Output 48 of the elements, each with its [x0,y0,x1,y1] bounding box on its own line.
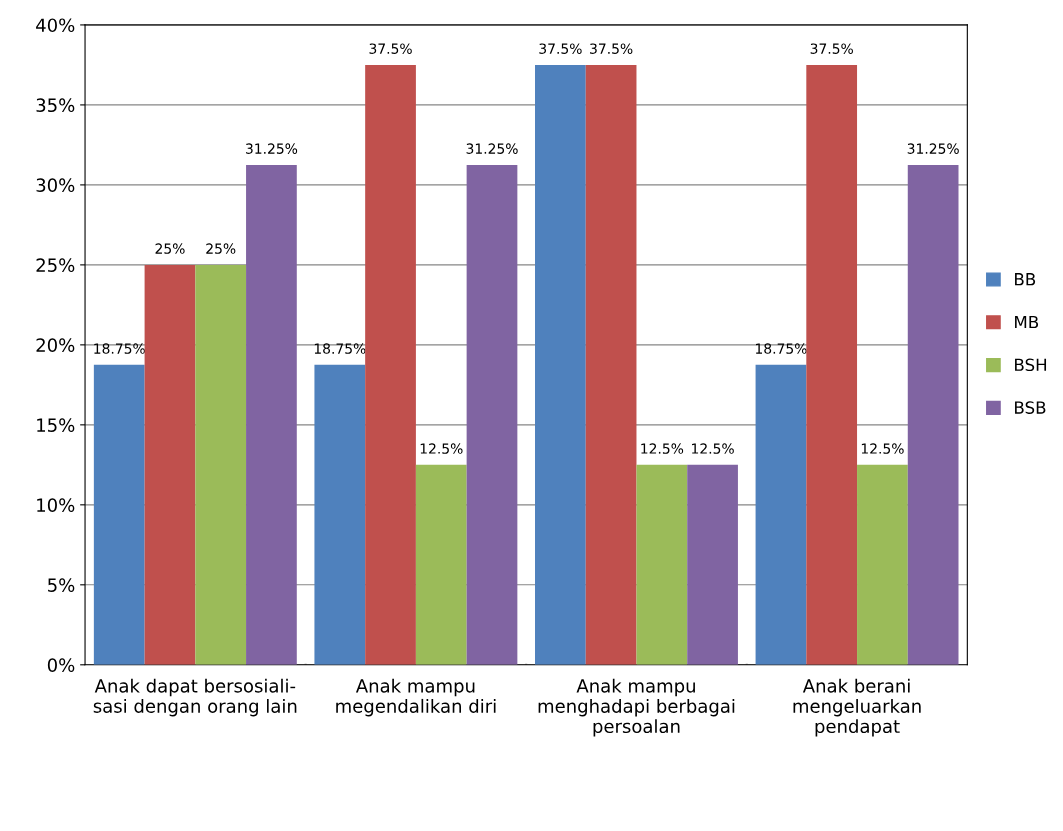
bar [907,164,959,665]
data-label: 25% [155,243,185,254]
data-label: 12.5% [641,443,684,454]
data-label: 37.5% [539,43,582,54]
bar [415,464,467,665]
bar [195,264,247,665]
data-label: 12.5% [861,443,904,454]
x-tick-label: Anak mampu menghadapi berbagai persoalan [538,678,735,737]
bar [857,464,908,665]
data-label: 12.5% [420,443,463,454]
bar [535,64,586,665]
bar [755,364,807,665]
data-label: 31.25% [907,143,959,154]
bar [314,364,366,665]
bar [246,164,297,665]
data-label: 37.5% [810,43,853,54]
bar [585,64,637,665]
data-label: 18.75% [94,343,145,354]
legend-label: BSB [1015,401,1046,414]
y-tick-label: 0% [47,658,75,672]
data-label: 25% [206,243,236,254]
legend-label: BB [1015,273,1036,286]
bar [636,464,688,665]
bar [144,264,196,665]
legend-label: BSH [1015,358,1047,372]
data-label: 37.5% [369,43,412,54]
x-tick-label: Anak berani mengeluarkan pendapat [793,678,921,737]
bar [806,64,858,665]
data-label: 31.25% [466,143,518,154]
data-label: 37.5% [590,43,633,54]
data-label: 12.5% [692,443,734,454]
y-tick-label: 20% [36,338,75,352]
bar [466,164,518,665]
y-tick-label: 35% [36,98,75,113]
y-tick-label: 10% [37,498,75,512]
bar [365,64,416,665]
data-label: 31.25% [246,143,298,154]
x-tick-label: Anak mampu megendalikan diri [336,678,496,717]
bar [93,364,145,665]
bar [687,464,738,665]
y-tick-label: 40% [36,18,75,33]
y-tick-label: 15% [37,418,75,432]
legend-label: MB [1015,315,1039,329]
x-tick-label: Anak dapat bersosiali- sasi dengan orang lain [93,678,297,717]
y-tick-label: 5% [48,578,75,592]
data-label: 18.75% [755,343,807,354]
y-tick-label: 30% [36,178,75,193]
y-tick-label: 25% [36,258,75,272]
